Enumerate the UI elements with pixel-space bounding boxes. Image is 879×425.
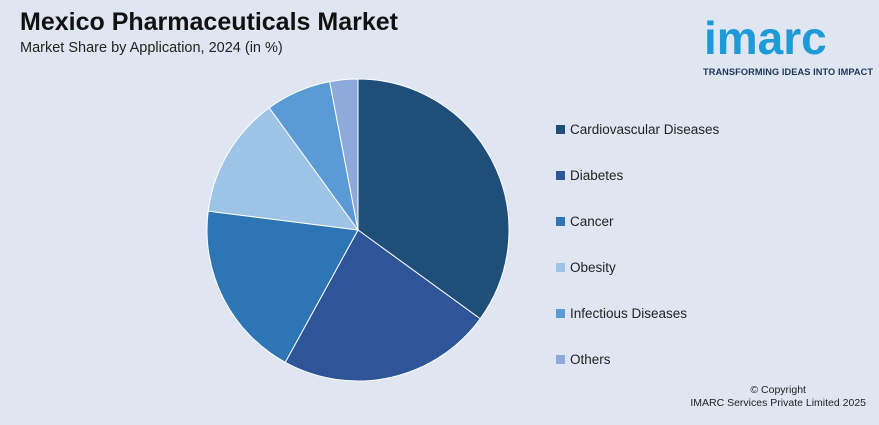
legend-label: Infectious Diseases <box>570 305 688 321</box>
legend-label: Obesity <box>570 259 616 275</box>
legend-swatch <box>556 216 565 226</box>
pie-chart <box>206 78 510 382</box>
legend-item: Others <box>556 336 719 382</box>
pie-slice-obesity <box>207 107 360 231</box>
legend-swatch <box>556 354 565 364</box>
legend-swatch <box>556 124 565 134</box>
logo-tagline: TRANSFORMING IDEAS INTO IMPACT <box>703 67 874 77</box>
legend-item: Cardiovascular Diseases <box>556 106 719 152</box>
legend-item: Cancer <box>556 198 719 244</box>
imarc-logo: imarc TRANSFORMING IDEAS INTO IMPACT <box>700 6 874 80</box>
legend-label: Cancer <box>570 213 614 229</box>
legend-item: Obesity <box>556 244 719 290</box>
copyright-footer: © Copyright IMARC Services Private Limit… <box>690 384 866 410</box>
legend-swatch <box>556 308 565 318</box>
copyright-line: © Copyright <box>750 384 806 396</box>
chart-subtitle: Market Share by Application, 2024 (in %) <box>20 40 283 56</box>
chart-legend: Cardiovascular Diseases Diabetes Cancer Obe… <box>556 106 719 382</box>
pie-slice-others <box>329 78 359 231</box>
legend-swatch <box>556 170 565 180</box>
copyright-owner: IMARC Services Private Limited 2025 <box>690 397 866 409</box>
legend-label: Cardiovascular Diseases <box>570 121 720 137</box>
logo-wordmark: imarc <box>704 12 827 64</box>
legend-item: Diabetes <box>556 152 719 198</box>
legend-label: Others <box>570 351 611 367</box>
legend-label: Diabetes <box>570 167 624 183</box>
pie-slice-cardiovascular-diseases <box>357 78 510 320</box>
legend-item: Infectious Diseases <box>556 290 719 336</box>
legend-swatch <box>556 262 565 272</box>
chart-title: Mexico Pharmaceuticals Market <box>20 8 398 36</box>
pie-slice-diabetes <box>284 229 481 382</box>
pie-slice-cancer <box>206 210 359 364</box>
